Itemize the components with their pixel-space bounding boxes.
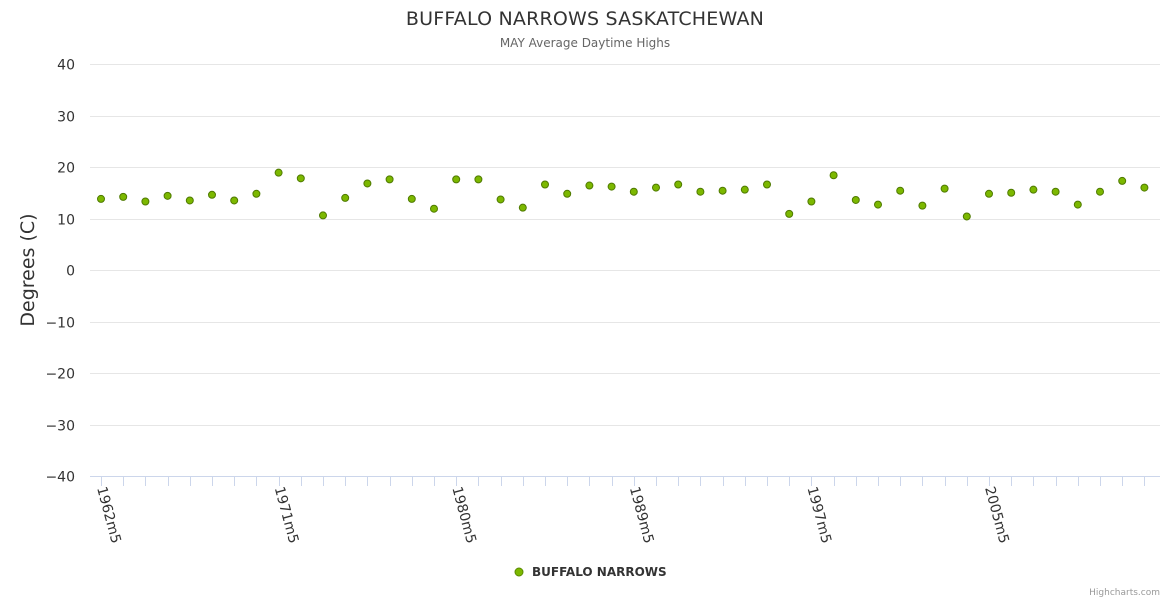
- y-tick-label: 40: [57, 58, 75, 74]
- y-tick-label: 0: [66, 264, 75, 280]
- data-point[interactable]: [1096, 187, 1104, 196]
- data-point[interactable]: [97, 194, 105, 203]
- data-point[interactable]: [785, 209, 794, 218]
- data-point[interactable]: [141, 197, 150, 206]
- data-point[interactable]: [185, 196, 194, 205]
- data-point[interactable]: [319, 211, 327, 220]
- data-point[interactable]: [363, 179, 372, 188]
- x-axis: [90, 476, 1160, 486]
- data-point[interactable]: [208, 190, 216, 199]
- data-point[interactable]: [474, 175, 483, 184]
- y-tick-label: −10: [45, 316, 75, 332]
- x-tick-label: 1962m5: [93, 485, 124, 545]
- legend-marker: [514, 567, 524, 577]
- y-tick-label: 20: [57, 161, 75, 177]
- data-point[interactable]: [296, 174, 305, 183]
- data-point[interactable]: [940, 184, 949, 193]
- data-point[interactable]: [674, 180, 683, 189]
- data-point[interactable]: [1073, 200, 1082, 209]
- y-tick-label: −20: [45, 367, 75, 383]
- data-point[interactable]: [518, 203, 527, 212]
- data-point[interactable]: [1007, 188, 1016, 197]
- data-point[interactable]: [385, 175, 394, 184]
- x-tick-label: 1997m5: [804, 485, 835, 545]
- data-point[interactable]: [430, 204, 438, 213]
- y-tick-label: −30: [45, 419, 75, 435]
- data-point[interactable]: [541, 180, 549, 189]
- data-point[interactable]: [585, 181, 594, 190]
- data-point[interactable]: [496, 195, 505, 204]
- data-point[interactable]: [985, 189, 993, 198]
- data-point[interactable]: [230, 196, 239, 205]
- data-point[interactable]: [740, 185, 749, 194]
- data-point[interactable]: [874, 200, 882, 209]
- data-point[interactable]: [962, 212, 971, 221]
- data-point[interactable]: [807, 197, 816, 206]
- chart-subtitle: MAY Average Daytime Highs: [500, 36, 670, 50]
- y-tick-label: −40: [45, 470, 75, 486]
- data-point[interactable]: [607, 182, 616, 191]
- data-point[interactable]: [696, 187, 705, 196]
- data-point[interactable]: [407, 194, 416, 203]
- legend-label[interactable]: BUFFALO NARROWS: [532, 565, 667, 579]
- data-point[interactable]: [119, 192, 128, 201]
- data-point[interactable]: [763, 180, 771, 189]
- data-point[interactable]: [563, 189, 572, 198]
- data-point[interactable]: [629, 187, 638, 196]
- y-tick-labels: 40 30 20 10 0 −10 −20 −30 −40: [45, 58, 75, 486]
- data-point[interactable]: [1051, 187, 1060, 196]
- data-point[interactable]: [341, 193, 350, 202]
- x-tick-label: 1989m5: [626, 485, 657, 545]
- credits-link[interactable]: Highcharts.com: [1089, 588, 1160, 598]
- data-point[interactable]: [851, 195, 860, 204]
- data-point[interactable]: [1029, 185, 1038, 194]
- data-point[interactable]: [452, 175, 461, 184]
- data-point[interactable]: [274, 168, 283, 177]
- data-point[interactable]: [252, 189, 261, 198]
- grid-lines: [90, 64, 1160, 426]
- data-point[interactable]: [1118, 176, 1127, 185]
- data-points[interactable]: [97, 168, 1149, 221]
- legend[interactable]: BUFFALO NARROWS: [514, 565, 667, 579]
- x-tick-label: 2005m5: [981, 485, 1012, 545]
- data-point[interactable]: [896, 186, 905, 195]
- data-point[interactable]: [163, 191, 172, 200]
- y-axis-label: Degrees (C): [17, 213, 39, 326]
- data-point[interactable]: [1140, 183, 1149, 192]
- chart-title: BUFFALO NARROWS SASKATCHEWAN: [406, 8, 764, 30]
- x-tick-label: 1971m5: [271, 485, 302, 545]
- x-tick-labels: 1962m5 1971m5 1980m5 1989m5 1997m5 2005m5: [93, 485, 1012, 545]
- y-tick-label: 10: [57, 213, 75, 229]
- x-tick-label: 1980m5: [448, 485, 479, 545]
- y-tick-label: 30: [57, 110, 75, 126]
- data-point[interactable]: [918, 201, 927, 210]
- data-point[interactable]: [829, 171, 838, 180]
- data-point[interactable]: [652, 183, 660, 192]
- data-point[interactable]: [718, 186, 727, 195]
